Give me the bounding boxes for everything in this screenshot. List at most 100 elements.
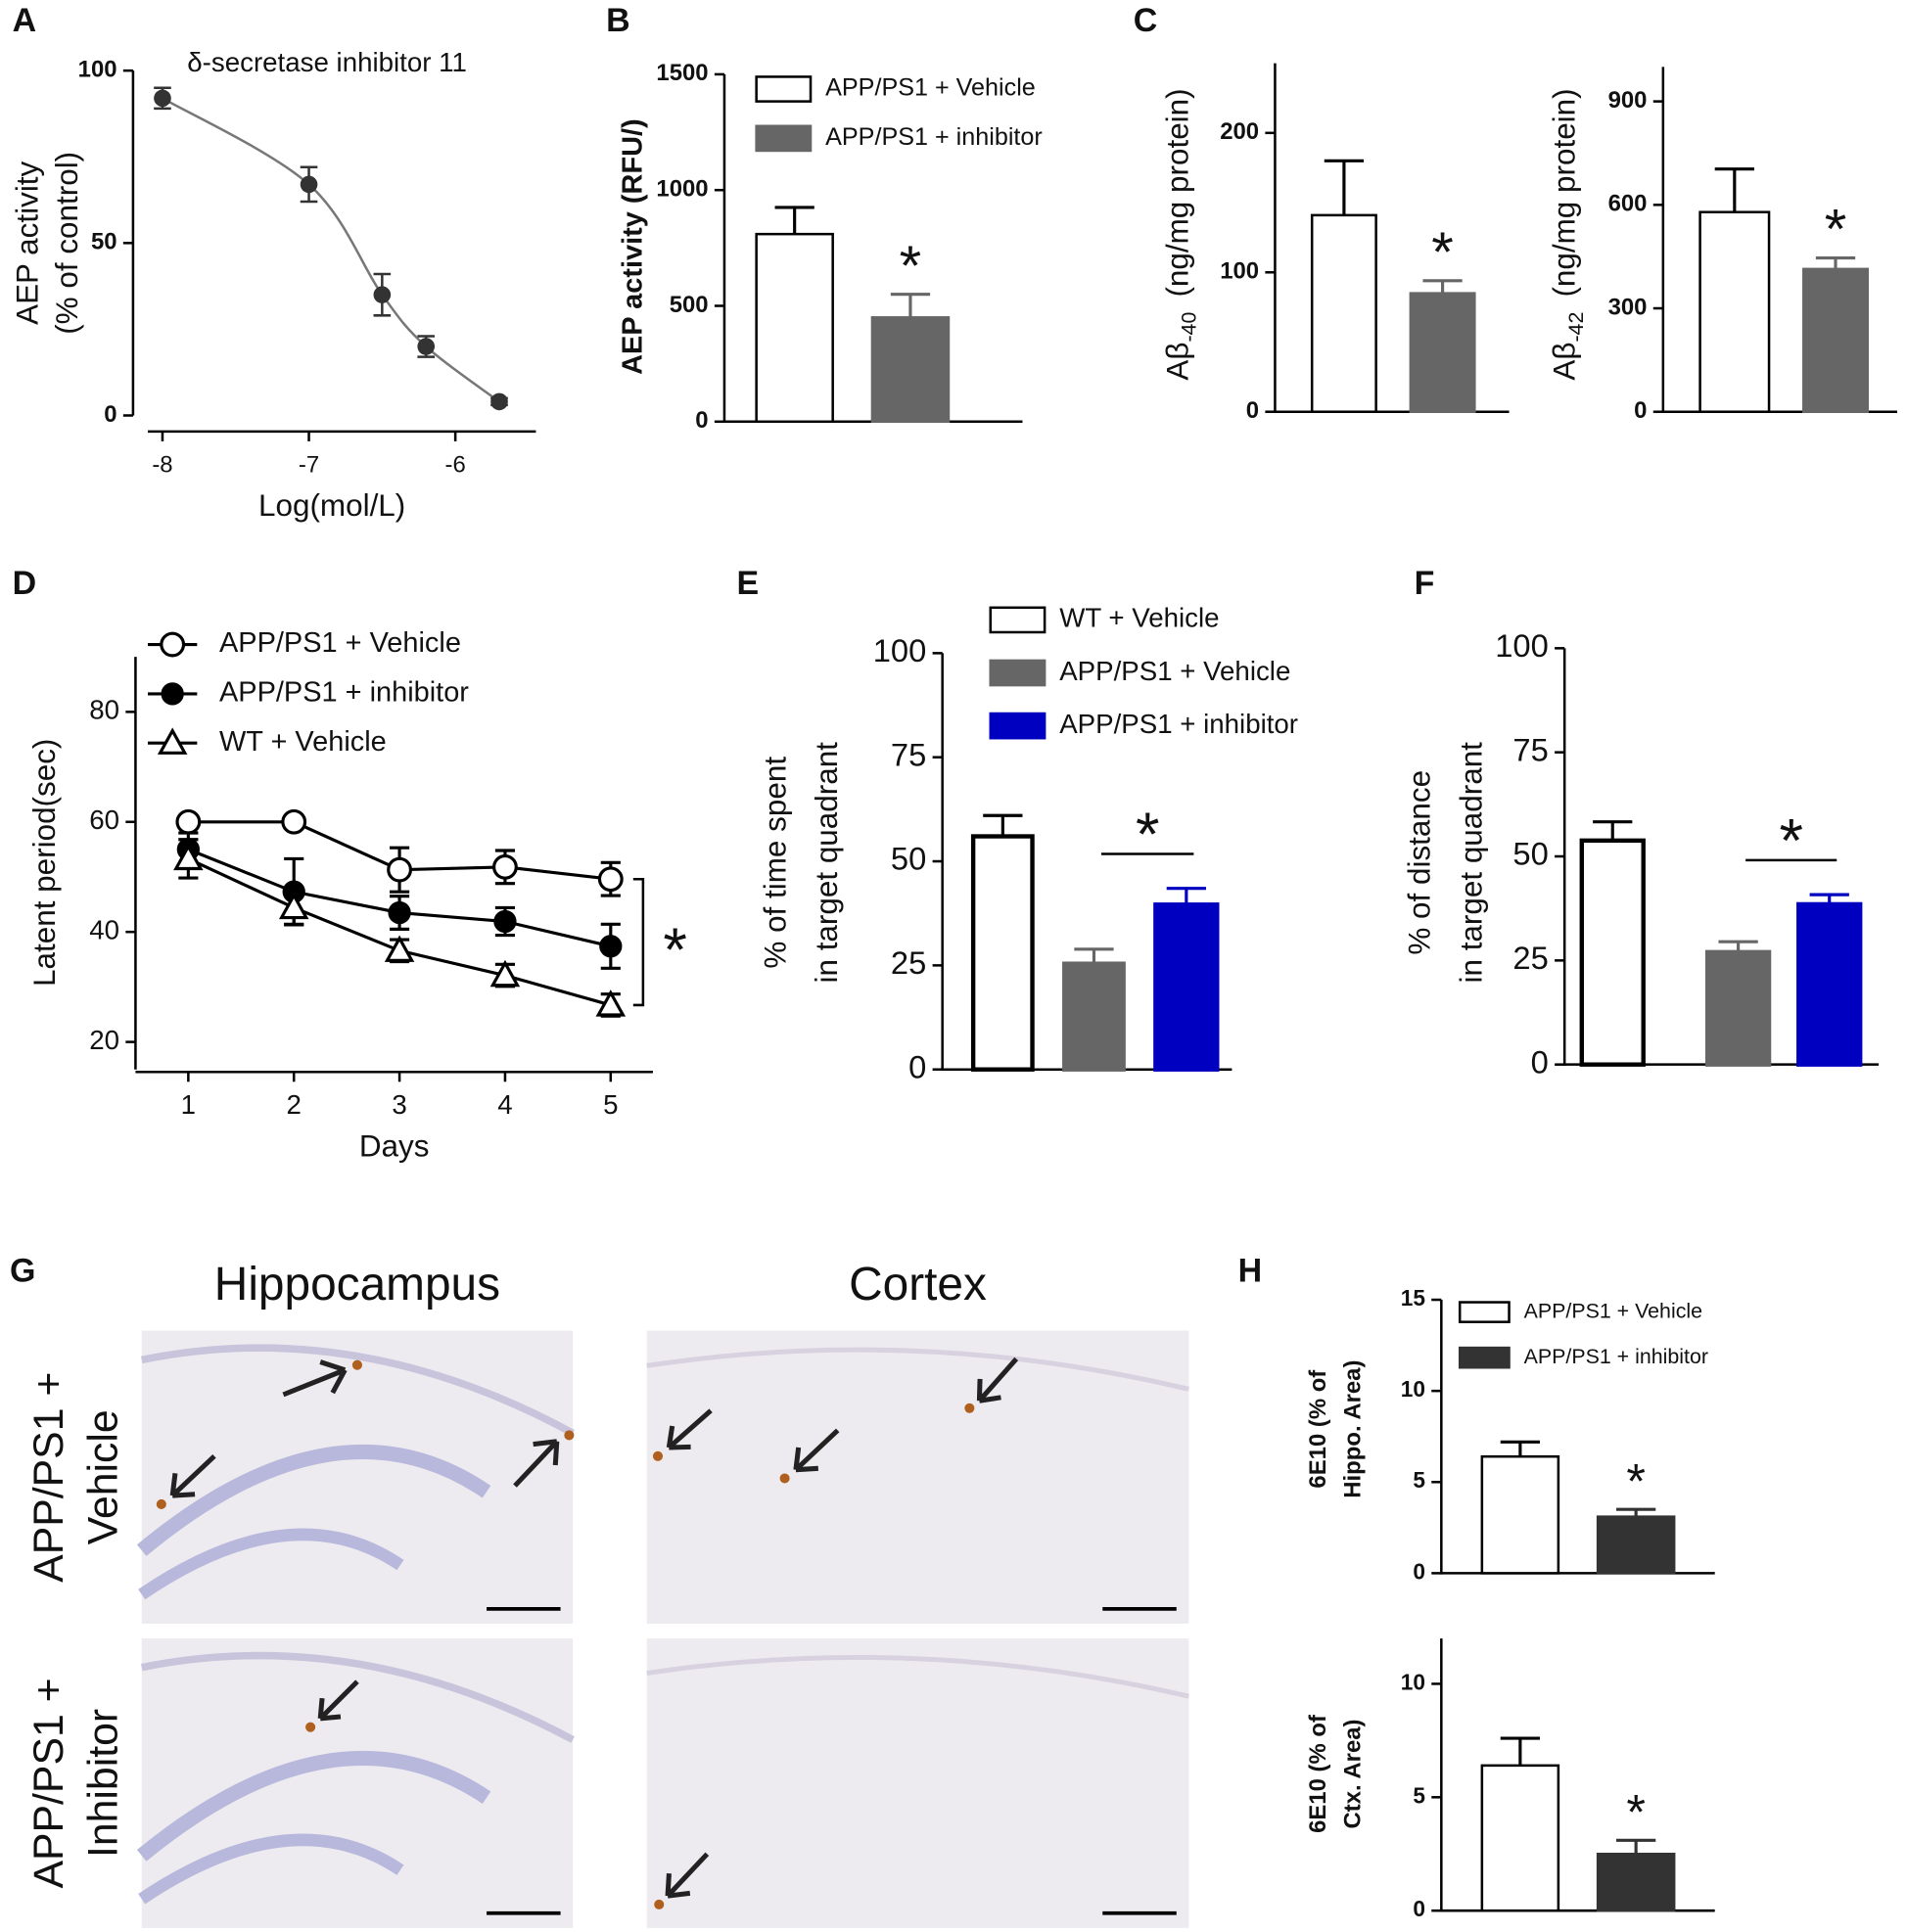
x-tick-label: -7 [299, 451, 319, 478]
y-tick-label: 100 [873, 632, 927, 668]
marker [278, 892, 309, 920]
legend-label: APP/PS1 + inhibitor [219, 677, 469, 709]
legend-label: APP/PS1 + inhibitor [1524, 1345, 1708, 1368]
y-tick-label: 600 [1608, 191, 1648, 217]
bar [1153, 902, 1220, 1072]
micrograph [141, 1638, 574, 1928]
error-bar [1616, 1838, 1656, 1855]
legend-label: APP/PS1 + inhibitor [1059, 709, 1298, 739]
tissue-edge [646, 1347, 1189, 1392]
arrow [666, 1852, 710, 1898]
marker [387, 856, 412, 883]
significance-bracket [632, 877, 645, 1007]
legend-swatch [989, 606, 1047, 634]
bar [1062, 961, 1126, 1072]
legend-swatch [989, 659, 1047, 687]
arrow [977, 1357, 1019, 1403]
point [373, 286, 392, 303]
y-tick-label: 900 [1608, 87, 1648, 114]
legend-marker [161, 682, 184, 706]
tissue-band [136, 1444, 491, 1556]
point [300, 175, 318, 194]
arrow-head [319, 1359, 348, 1395]
significance-mark: * [900, 235, 922, 298]
marker [595, 989, 627, 1017]
error-bar [1166, 887, 1206, 905]
plaque [964, 1403, 975, 1413]
micrograph [141, 1330, 574, 1624]
bar [1698, 210, 1771, 413]
marker [388, 900, 411, 925]
row-label: APP/PS1 + [25, 1678, 72, 1888]
micrograph [646, 1638, 1189, 1928]
arrow [318, 1679, 359, 1721]
bar [1579, 838, 1646, 1067]
bar [1480, 1764, 1560, 1912]
column-title: Hippocampus [214, 1259, 500, 1311]
row-label: Inhibitor [80, 1709, 127, 1858]
error-bar [774, 206, 814, 235]
error-bar [1500, 1440, 1540, 1457]
y-axis-label: 6E10 (% of [1305, 1715, 1331, 1833]
plaque [305, 1722, 316, 1732]
arrow-head [317, 1697, 342, 1722]
panel-label: F [1415, 565, 1435, 602]
y-tick-label: 75 [891, 736, 926, 772]
error-bar [983, 813, 1023, 837]
tissue-band [140, 1344, 575, 1437]
legend-swatch [1458, 1301, 1511, 1323]
error-bar [1422, 279, 1463, 294]
bar [1796, 901, 1863, 1067]
bar [1409, 292, 1476, 413]
y-tick-label: 0 [104, 401, 116, 428]
y-tick-label: 60 [89, 805, 119, 835]
y-tick-label: 300 [1608, 294, 1648, 320]
y-tick-label: 500 [670, 292, 709, 318]
bar [1596, 1852, 1676, 1912]
x-tick-label: 2 [287, 1089, 302, 1120]
plaque [351, 1359, 362, 1370]
y-tick-label: 50 [1512, 836, 1548, 872]
plaque [779, 1473, 790, 1484]
error-bar [890, 293, 931, 318]
y-axis-label: Latent period(sec) [27, 739, 62, 987]
legend-marker [160, 631, 186, 658]
bar [870, 316, 951, 424]
micrograph [646, 1330, 1189, 1624]
legend-marker [157, 727, 188, 755]
arrow-head [533, 1439, 560, 1466]
y-axis-label: AEP activity [11, 161, 45, 324]
y-tick-label: 5 [1413, 1782, 1425, 1808]
bar [755, 232, 834, 424]
bar [1596, 1515, 1676, 1575]
legend-swatch [755, 75, 813, 103]
row-label: APP/PS1 + [25, 1372, 72, 1583]
y-axis-label: AEP activity (RFU/) [618, 118, 649, 375]
legend-swatch [989, 712, 1047, 740]
marker [384, 935, 415, 962]
marker [175, 808, 202, 835]
y-axis-label-subscript: -42 [1563, 312, 1587, 343]
significance-mark: * [1431, 221, 1454, 284]
plaque [564, 1430, 575, 1441]
y-axis-label-unit: (ng/mg protein) [1161, 88, 1195, 297]
panel-label: G [10, 1252, 35, 1289]
y-axis-label-subscript: -40 [1177, 312, 1200, 343]
panel-label: B [606, 2, 630, 39]
arrow [170, 1454, 216, 1497]
plaque [156, 1498, 166, 1509]
marker [173, 843, 204, 871]
plaque [652, 1450, 664, 1461]
column-title: Cortex [849, 1259, 987, 1311]
x-tick-label: 1 [181, 1089, 196, 1120]
y-tick-label: 0 [1634, 397, 1647, 424]
tissue-band [140, 1651, 575, 1743]
y-tick-label: 100 [78, 56, 117, 82]
fit-curve [162, 97, 500, 403]
y-tick-label: 0 [1246, 397, 1259, 424]
y-tick-label: 10 [1401, 1669, 1425, 1694]
panel-label: A [13, 2, 37, 39]
arrow-head [666, 1425, 691, 1450]
arrow [667, 1408, 713, 1449]
